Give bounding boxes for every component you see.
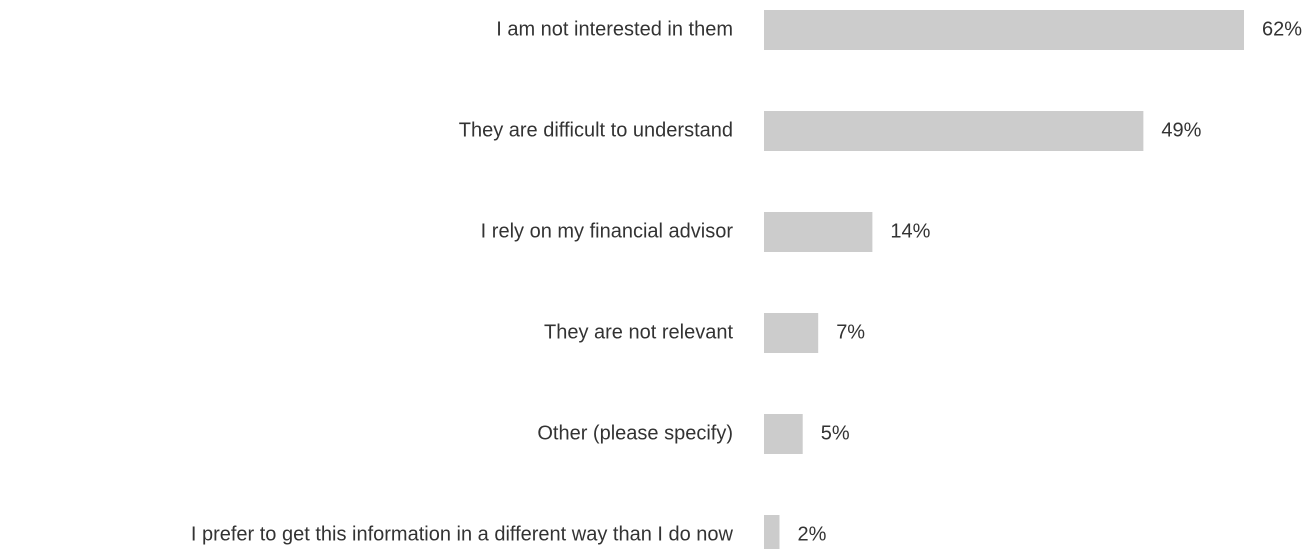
data-label: 5% [821, 422, 850, 444]
bar [764, 111, 1144, 151]
data-label: 62% [1262, 18, 1302, 40]
bar [764, 515, 780, 554]
category-label: They are not relevant [544, 321, 733, 343]
data-label: 49% [1161, 119, 1201, 141]
data-label: 7% [836, 321, 865, 343]
bar [764, 212, 873, 252]
bar [764, 414, 803, 454]
bar [764, 10, 1244, 50]
data-label: 2% [797, 523, 826, 545]
category-label: I prefer to get this information in a di… [191, 523, 734, 545]
bar [764, 313, 819, 353]
category-label: Other (please specify) [537, 422, 733, 444]
category-label: I am not interested in them [496, 18, 733, 40]
category-label: I rely on my financial advisor [481, 220, 734, 242]
category-label: They are difficult to understand [459, 119, 733, 141]
data-label: 14% [890, 220, 930, 242]
